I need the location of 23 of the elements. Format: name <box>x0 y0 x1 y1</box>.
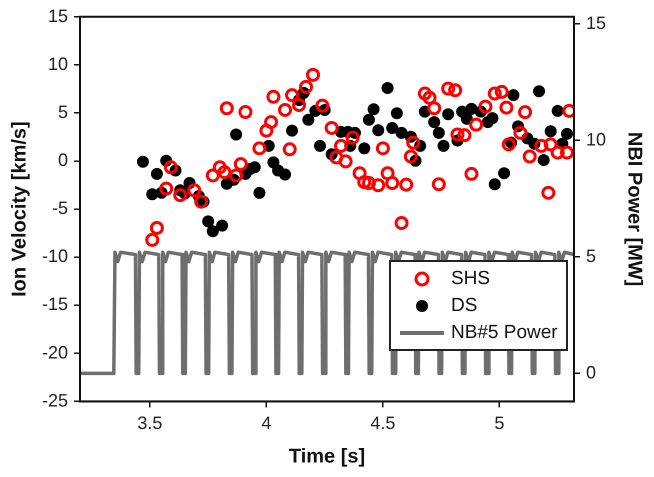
y-tick-label: -25 <box>42 390 68 410</box>
y-axis-title: Ion Velocity [km/s] <box>8 121 31 297</box>
y-tick-label: 10 <box>48 54 68 74</box>
y2-axis-title: NBI Power [MW] <box>623 132 646 286</box>
legend-label: SHS <box>450 268 490 290</box>
y2-tick-label: 15 <box>586 12 606 33</box>
x-tick-label: 5 <box>494 413 504 434</box>
y-tick-label: 5 <box>58 102 68 122</box>
y-tick-label: 15 <box>48 6 68 26</box>
x-axis-title: Time [s] <box>288 446 366 468</box>
y-tick-label: -10 <box>42 246 68 266</box>
y-tick-label: -20 <box>42 342 68 362</box>
x-tick-label: 4.5 <box>370 413 396 434</box>
legend-label: DS <box>450 294 478 317</box>
y-tick-label: 0 <box>58 150 68 170</box>
x-tick-label: 3.5 <box>137 413 162 434</box>
y2-tick-label: 10 <box>586 129 606 150</box>
x-tick-label: 4 <box>261 413 272 434</box>
y2-tick-label: 0 <box>586 362 596 382</box>
y2-tick-label: 5 <box>586 246 596 266</box>
legend-label: NB#5 Power <box>450 322 558 344</box>
y-tick-label: -15 <box>42 294 68 314</box>
y-tick-label: -5 <box>52 198 68 218</box>
